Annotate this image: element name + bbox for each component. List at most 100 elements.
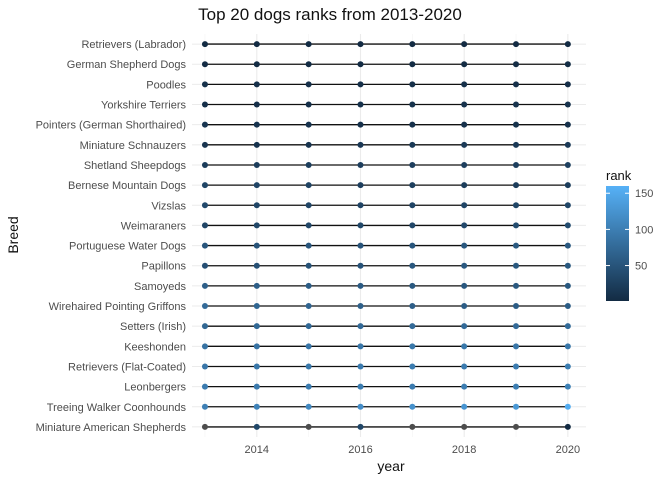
data-point bbox=[305, 383, 312, 390]
data-point bbox=[461, 161, 468, 168]
data-point bbox=[201, 182, 208, 189]
data-point bbox=[513, 323, 520, 330]
data-point bbox=[253, 383, 260, 390]
data-point bbox=[409, 383, 416, 390]
x-axis-title: year bbox=[377, 458, 405, 474]
data-point bbox=[513, 61, 520, 68]
y-tick-label: Retrievers (Labrador) bbox=[81, 39, 186, 51]
y-tick-label: Setters (Irish) bbox=[120, 321, 186, 333]
data-point bbox=[461, 262, 468, 269]
data-point bbox=[409, 182, 416, 189]
data-point bbox=[513, 182, 520, 189]
x-tick-labels: 2014 2016 2018 2020 bbox=[245, 444, 581, 456]
data-point bbox=[305, 61, 312, 68]
data-point bbox=[253, 101, 260, 108]
data-point bbox=[253, 343, 260, 350]
y-tick-label: Vizslas bbox=[151, 200, 186, 212]
data-point bbox=[564, 262, 571, 269]
data-point bbox=[564, 202, 571, 209]
legend-tick-label: 100 bbox=[635, 224, 653, 236]
data-point bbox=[513, 423, 520, 430]
data-point bbox=[357, 202, 364, 209]
data-point bbox=[564, 81, 571, 88]
data-point bbox=[409, 303, 416, 310]
data-point bbox=[409, 61, 416, 68]
data-point bbox=[461, 121, 468, 128]
data-point bbox=[305, 323, 312, 330]
y-tick-label: German Shepherd Dogs bbox=[67, 59, 187, 71]
data-point bbox=[253, 121, 260, 128]
data-point bbox=[253, 41, 260, 48]
data-point bbox=[513, 81, 520, 88]
legend-title: rank bbox=[606, 168, 632, 183]
data-point bbox=[305, 343, 312, 350]
data-point bbox=[357, 41, 364, 48]
data-point bbox=[409, 403, 416, 410]
data-point bbox=[564, 343, 571, 350]
y-tick-label: Portuguese Water Dogs bbox=[69, 241, 186, 253]
data-point bbox=[201, 383, 208, 390]
data-point bbox=[305, 262, 312, 269]
data-point bbox=[409, 242, 416, 249]
data-point bbox=[564, 403, 571, 410]
data-point bbox=[253, 363, 260, 370]
y-tick-label: Leonbergers bbox=[124, 382, 186, 394]
data-point bbox=[513, 161, 520, 168]
y-tick-label: Keeshonden bbox=[124, 341, 186, 353]
x-tick-label: 2020 bbox=[556, 444, 580, 456]
y-tick-label: Papillons bbox=[141, 261, 186, 273]
data-point bbox=[461, 101, 468, 108]
data-point bbox=[564, 303, 571, 310]
data-point bbox=[513, 202, 520, 209]
data-point bbox=[461, 323, 468, 330]
data-point bbox=[513, 242, 520, 249]
data-point bbox=[357, 182, 364, 189]
data-point bbox=[305, 81, 312, 88]
data-point bbox=[461, 61, 468, 68]
data-point bbox=[564, 383, 571, 390]
data-point bbox=[513, 222, 520, 229]
y-tick-label: Samoyeds bbox=[134, 281, 186, 293]
x-tick-label: 2014 bbox=[245, 444, 269, 456]
data-point bbox=[357, 141, 364, 148]
data-point bbox=[461, 303, 468, 310]
data-point bbox=[564, 182, 571, 189]
data-point bbox=[564, 363, 571, 370]
data-point bbox=[357, 363, 364, 370]
data-point bbox=[305, 242, 312, 249]
y-tick-label: Weimaraners bbox=[121, 220, 187, 232]
data-point bbox=[461, 343, 468, 350]
data-point bbox=[201, 423, 208, 430]
data-point bbox=[564, 323, 571, 330]
data-point bbox=[253, 141, 260, 148]
data-point bbox=[357, 61, 364, 68]
gridlines bbox=[192, 34, 586, 437]
data-point bbox=[253, 161, 260, 168]
data-point bbox=[201, 141, 208, 148]
data-point bbox=[253, 182, 260, 189]
data-point bbox=[513, 363, 520, 370]
data-point bbox=[253, 323, 260, 330]
x-tick-label: 2018 bbox=[452, 444, 476, 456]
data-point bbox=[201, 121, 208, 128]
data-point bbox=[357, 323, 364, 330]
data-point bbox=[357, 242, 364, 249]
data-point bbox=[201, 282, 208, 289]
data-point bbox=[409, 41, 416, 48]
data-point bbox=[409, 343, 416, 350]
data-point bbox=[305, 282, 312, 289]
data-point bbox=[201, 161, 208, 168]
data-point bbox=[461, 242, 468, 249]
data-point bbox=[409, 101, 416, 108]
data-point bbox=[513, 41, 520, 48]
data-point bbox=[305, 161, 312, 168]
data-point bbox=[357, 403, 364, 410]
data-point bbox=[253, 423, 260, 430]
data-point bbox=[253, 202, 260, 209]
data-point bbox=[357, 81, 364, 88]
data-point bbox=[201, 61, 208, 68]
legend-tick-label: 150 bbox=[635, 188, 653, 200]
data-point bbox=[513, 343, 520, 350]
data-point bbox=[461, 403, 468, 410]
data-point bbox=[305, 202, 312, 209]
